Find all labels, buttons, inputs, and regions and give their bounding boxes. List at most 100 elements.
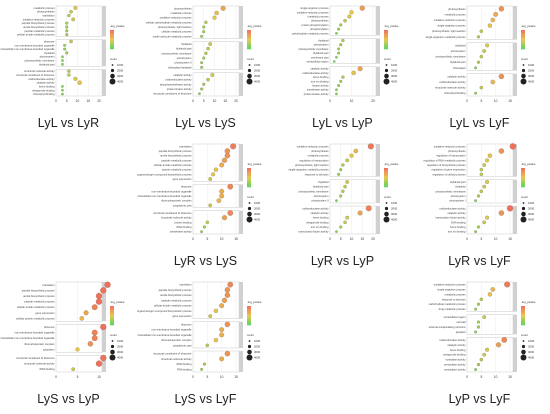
term-label: regulation of RNA metabolic process — [424, 158, 467, 162]
data-point — [504, 281, 511, 288]
term-label: oxidation-reduction process — [434, 144, 466, 148]
term-label: peroxidase activity — [444, 363, 466, 367]
term-label: structural constituent of ribosome — [153, 211, 192, 215]
size-legend-label: 3000 — [528, 74, 535, 78]
term-label: protein kinase activity — [304, 92, 329, 96]
size-legend-label: 1000 — [254, 339, 261, 343]
color-legend-swatch — [521, 41, 525, 43]
data-point — [476, 225, 481, 229]
term-label: photosynthesis — [37, 10, 55, 14]
facet-strip — [102, 324, 106, 353]
x-tick-label: 0 — [192, 99, 194, 103]
color-legend-swatch — [247, 306, 251, 308]
panel-4: photosynthesis metabolic process oxidation… — [411, 0, 548, 138]
data-point — [490, 287, 496, 292]
data-point — [339, 43, 343, 47]
term-label: response to stimulus — [305, 172, 329, 176]
color-legend-swatch — [384, 33, 388, 35]
size-legend-dot — [110, 73, 115, 79]
term-label: photosystem — [177, 56, 192, 60]
size-legend-dot — [521, 349, 526, 355]
term-label: metabolic process — [308, 154, 330, 158]
term-label: ribosome — [181, 185, 192, 189]
color-legend-swatch — [247, 317, 251, 319]
facet-strip — [513, 314, 517, 335]
term-label: chlorophyll binding — [33, 92, 55, 96]
color-legend-swatch — [110, 307, 114, 310]
size-legend-title: count — [247, 333, 254, 337]
color-legend-title: -log_pvalue — [521, 162, 536, 166]
term-label: oxidation-reduction process — [297, 10, 329, 14]
data-point — [200, 367, 204, 371]
term-label: photosystem — [451, 194, 466, 198]
x-tick-label: 15 — [508, 99, 512, 103]
data-point — [208, 177, 213, 181]
color-legend-title: -log_pvalue — [384, 162, 399, 166]
color-legend-swatch — [521, 30, 525, 32]
data-point — [485, 158, 490, 163]
color-legend-swatch — [521, 318, 525, 321]
facet-strip — [376, 38, 380, 64]
term-label: organonitrogen compound biosynthetic pro… — [137, 172, 192, 176]
size-legend-label: 2000 — [254, 69, 261, 73]
term-label: oxidation-reduction process — [434, 282, 466, 286]
size-legend-title: count — [247, 195, 254, 199]
term-label: photosynthetic membrane — [25, 59, 55, 63]
color-legend-swatch — [247, 310, 251, 313]
term-label: structural constituent of ribosome — [153, 352, 192, 356]
color-legend-swatch — [384, 184, 388, 186]
color-legend-swatch — [521, 174, 525, 177]
data-point — [498, 210, 505, 216]
data-point — [200, 61, 204, 65]
data-point — [219, 188, 225, 194]
term-label: structural molecule activity — [161, 357, 192, 361]
color-legend-swatch — [521, 184, 525, 186]
term-label: catalytic activity — [447, 74, 466, 78]
data-point — [91, 304, 98, 311]
term-label: tetrapyrrole binding — [32, 88, 55, 92]
color-legend-swatch — [110, 33, 114, 35]
term-label: transferase activity — [170, 230, 192, 234]
term-label: metabolic process — [445, 292, 467, 296]
term-label: iron ion binding — [311, 225, 329, 229]
color-legend-swatch — [384, 42, 388, 45]
term-label: regulation of transcription — [436, 154, 466, 158]
data-point — [337, 27, 341, 31]
data-point — [224, 148, 231, 154]
facet-strip — [102, 282, 106, 322]
term-label: peptide biosynthetic process — [22, 21, 55, 25]
color-legend-swatch — [110, 317, 114, 319]
color-legend-swatch — [247, 318, 251, 321]
term-label: photosystem II — [312, 199, 329, 203]
color-legend-swatch — [110, 310, 114, 313]
size-legend-dot — [520, 78, 527, 85]
data-point — [61, 88, 64, 92]
facet-box — [466, 205, 514, 235]
panel-5: translation peptide biosynthetic process a… — [137, 138, 274, 276]
size-legend-label: 3000 — [117, 74, 124, 78]
data-point — [202, 82, 206, 86]
term-label: cellular protein metabolic process — [16, 316, 55, 320]
facet-strip — [513, 144, 517, 177]
size-legend-dot — [110, 68, 115, 73]
color-legend-swatch — [247, 307, 251, 310]
x-tick-label: 0 — [466, 237, 468, 241]
data-point — [365, 205, 372, 212]
size-legend-label: 1000 — [391, 63, 398, 67]
color-legend-swatch — [384, 182, 388, 185]
facet-box — [192, 281, 240, 319]
term-label: chlorophyll binding — [444, 91, 466, 95]
term-label: ribosome — [181, 322, 192, 326]
size-legend-title: count — [384, 57, 391, 61]
color-legend-swatch — [247, 36, 251, 39]
data-point — [77, 80, 82, 85]
term-label: apoplast — [456, 330, 466, 334]
color-legend-swatch — [247, 177, 251, 180]
color-legend-swatch — [521, 182, 525, 185]
panel-title: LyS vs LyF — [174, 392, 237, 406]
x-tick-label: 10 — [494, 237, 498, 241]
size-legend-label: 2000 — [528, 69, 535, 73]
size-legend-dot — [248, 64, 251, 66]
data-point — [224, 321, 231, 328]
data-point — [341, 38, 345, 43]
